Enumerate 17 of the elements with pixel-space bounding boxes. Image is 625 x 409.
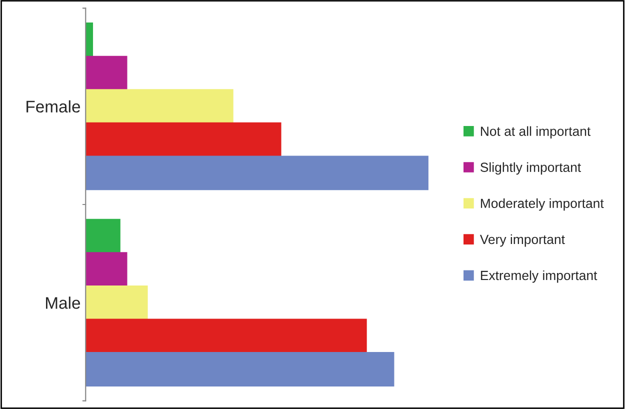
bar [86, 22, 94, 57]
legend-label: Extremely important [480, 270, 598, 283]
legend-label: Moderately important [480, 198, 604, 211]
legend-label: Very important [480, 234, 565, 247]
bar [86, 122, 282, 157]
bar [86, 352, 394, 386]
y-tick-label: Female [26, 100, 80, 113]
legend-label: Not at all important [480, 126, 591, 139]
y-tick-label: Male [46, 296, 80, 309]
bar [86, 156, 428, 190]
legend-label: Slightly important [480, 162, 581, 175]
bar [86, 89, 234, 124]
bar [86, 285, 148, 320]
bar [86, 318, 367, 354]
bar [86, 252, 128, 287]
bar [86, 56, 128, 90]
bar [86, 218, 120, 254]
